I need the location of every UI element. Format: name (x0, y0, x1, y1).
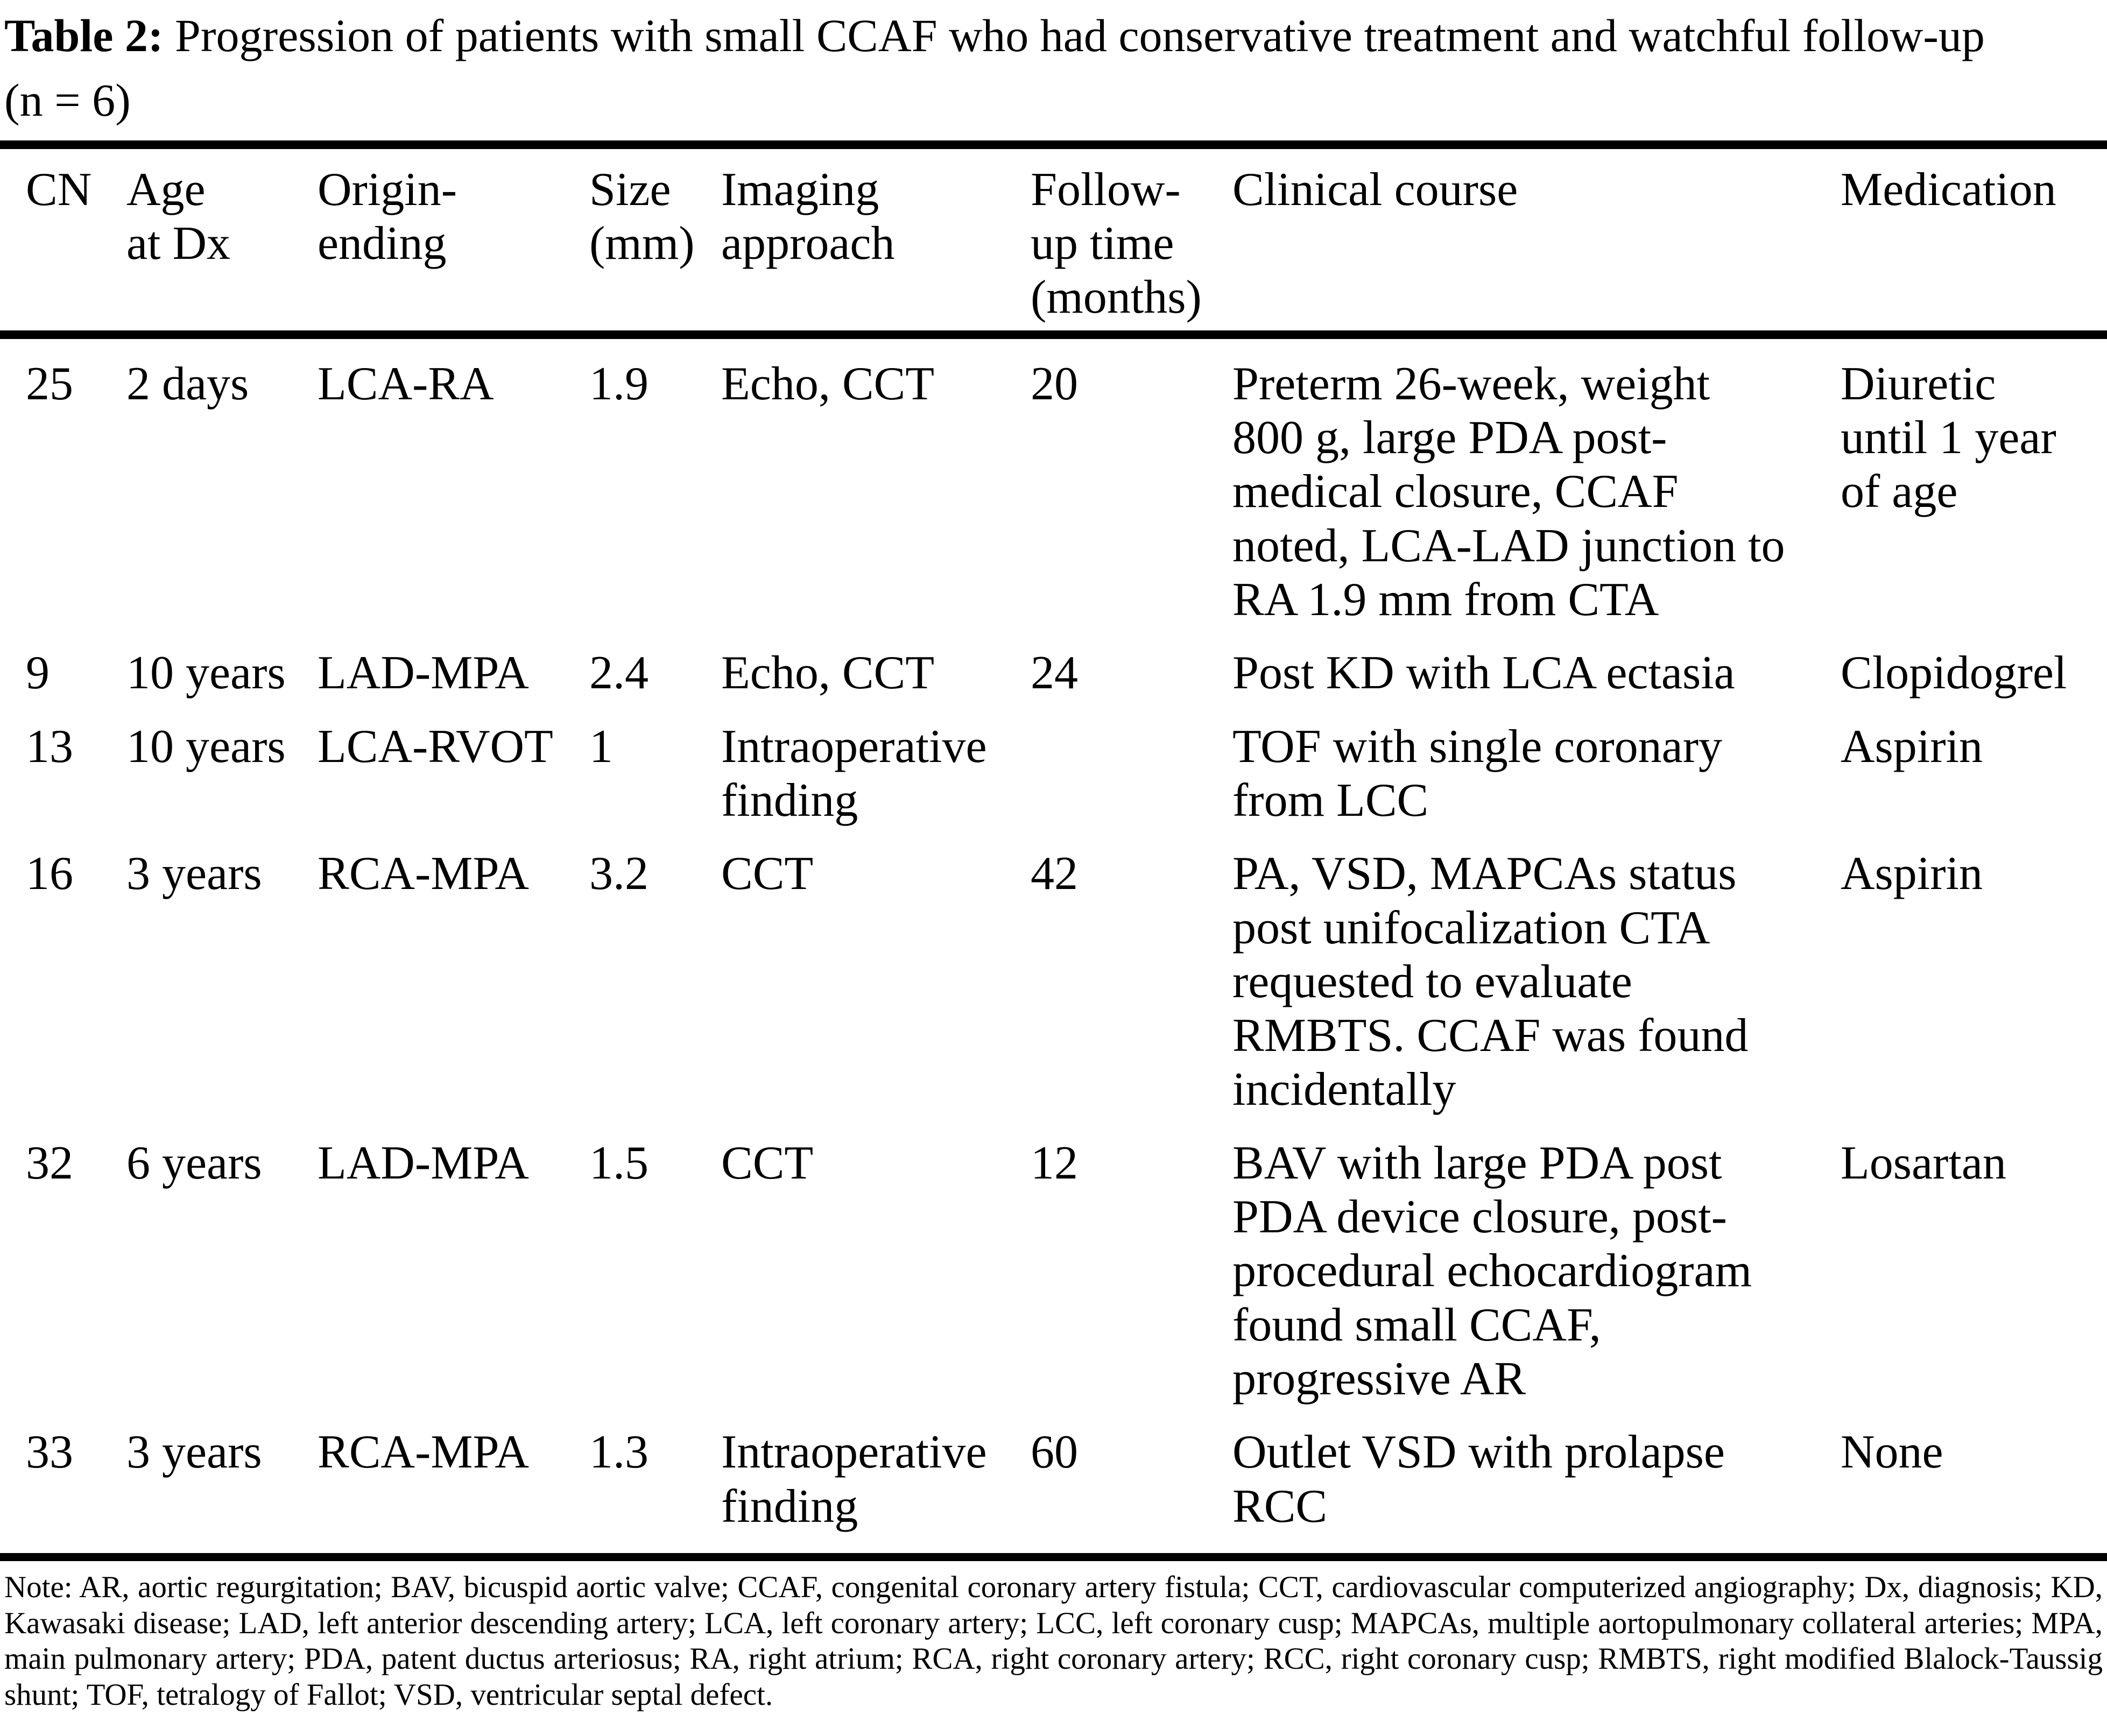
cell-imaging: Echo, CCT (721, 647, 934, 700)
cell-followup: 60 (1031, 1426, 1078, 1479)
cell-size: 1.9 (589, 357, 649, 410)
cell-origin-ending: RCA-MPA (318, 848, 529, 900)
cell-imaging: CCT (721, 1137, 814, 1189)
cell-age: 3 years (126, 1426, 262, 1479)
cell-age: 3 years (126, 848, 262, 900)
table-row: 25 2 days LCA-RA 1.9 Echo, CCT 20 Preter… (0, 335, 2107, 647)
column-header-age-at-dx: Age at Dx (126, 144, 318, 339)
cell-cn: 13 (26, 720, 73, 773)
cell-clinical-course: Preterm 26-week, weight 800 g, large PDA… (1232, 357, 1785, 626)
table-footnote: Note: AR, aortic regurgitation; BAV, bic… (4, 1570, 2103, 1712)
table-caption: Table 2: Progression of patients with sm… (0, 0, 2107, 68)
cell-medication: Diuretic until 1 year of age (1841, 357, 2056, 518)
cell-medication: Aspirin (1841, 720, 1983, 773)
cell-size: 1.5 (589, 1137, 649, 1189)
cell-cn: 16 (26, 848, 73, 900)
table-row: 9 10 years LAD-MPA 2.4 Echo, CCT 24 Post… (0, 646, 2107, 719)
cell-origin-ending: LAD-MPA (318, 647, 529, 700)
cell-age: 2 days (126, 357, 249, 410)
cell-origin-ending: LCA-RA (318, 357, 494, 410)
cell-imaging: Echo, CCT (721, 357, 934, 410)
cell-medication: Losartan (1841, 1137, 2006, 1189)
column-header-size-mm: Size (mm) (589, 144, 721, 339)
column-header-followup-time: Follow- up time (months) (1031, 144, 1232, 339)
cell-followup: 20 (1031, 357, 1078, 410)
table-row: 32 6 years LAD-MPA 1.5 CCT 12 BAV with l… (0, 1137, 2107, 1426)
cell-origin-ending: LAD-MPA (318, 1137, 529, 1189)
cell-age: 6 years (126, 1137, 262, 1189)
cell-cn: 33 (26, 1426, 73, 1479)
table-row: 13 10 years LCA-RVOT 1 Intraoperative fi… (0, 720, 2107, 848)
cell-clinical-course: Post KD with LCA ectasia (1232, 647, 1735, 700)
cell-size: 2.4 (589, 647, 649, 700)
column-header-imaging-approach: Imaging approach (721, 144, 1031, 339)
cell-followup: 12 (1031, 1137, 1078, 1189)
table-caption-text: Progression of patients with small CCAF … (175, 10, 1985, 61)
cell-cn: 32 (26, 1137, 73, 1189)
table-row: 33 3 years RCA-MPA 1.3 Intraoperative fi… (0, 1426, 2107, 1557)
cell-medication: None (1841, 1426, 1943, 1479)
cell-imaging: CCT (721, 848, 814, 900)
cell-imaging: Intraoperative finding (721, 720, 987, 827)
cell-clinical-course: TOF with single coronary from LCC (1232, 720, 1723, 827)
column-header-clinical-course: Clinical course (1232, 144, 1841, 339)
cell-age: 10 years (126, 647, 286, 700)
cell-age: 10 years (126, 720, 286, 773)
header-row: CN Age at Dx Origin- ending Size (mm) Im… (0, 144, 2107, 339)
sample-size: (n = 6) (4, 74, 131, 126)
cell-origin-ending: RCA-MPA (318, 1426, 529, 1479)
table-number: Table 2: (4, 10, 164, 61)
table-row: 16 3 years RCA-MPA 3.2 CCT 42 PA, VSD, M… (0, 847, 2107, 1137)
cell-medication: Clopidogrel (1841, 647, 2067, 700)
cell-size: 1.3 (589, 1426, 649, 1479)
cell-followup: 24 (1031, 647, 1078, 700)
column-header-cn: CN (0, 144, 126, 339)
patients-table: CN Age at Dx Origin- ending Size (mm) Im… (0, 140, 2107, 1561)
cell-followup (1031, 720, 1232, 848)
table-body: 25 2 days LCA-RA 1.9 Echo, CCT 20 Preter… (0, 335, 2107, 1557)
table-header: CN Age at Dx Origin- ending Size (mm) Im… (0, 144, 2107, 339)
cell-followup: 42 (1031, 848, 1078, 900)
cell-clinical-course: BAV with large PDA post PDA device closu… (1232, 1137, 1752, 1406)
cell-imaging: Intraoperative finding (721, 1426, 987, 1533)
cell-size: 3.2 (589, 848, 649, 900)
cell-cn: 9 (26, 647, 50, 700)
cell-clinical-course: PA, VSD, MAPCAs status post unifocalizat… (1232, 848, 1749, 1116)
column-header-origin-ending: Origin- ending (318, 144, 589, 339)
column-header-medication: Medication (1841, 144, 2107, 339)
cell-medication: Aspirin (1841, 848, 1983, 900)
cell-origin-ending: LCA-RVOT (318, 720, 553, 773)
cell-size: 1 (589, 720, 613, 773)
cell-cn: 25 (26, 357, 73, 410)
cell-clinical-course: Outlet VSD with prolapse RCC (1232, 1426, 1725, 1533)
